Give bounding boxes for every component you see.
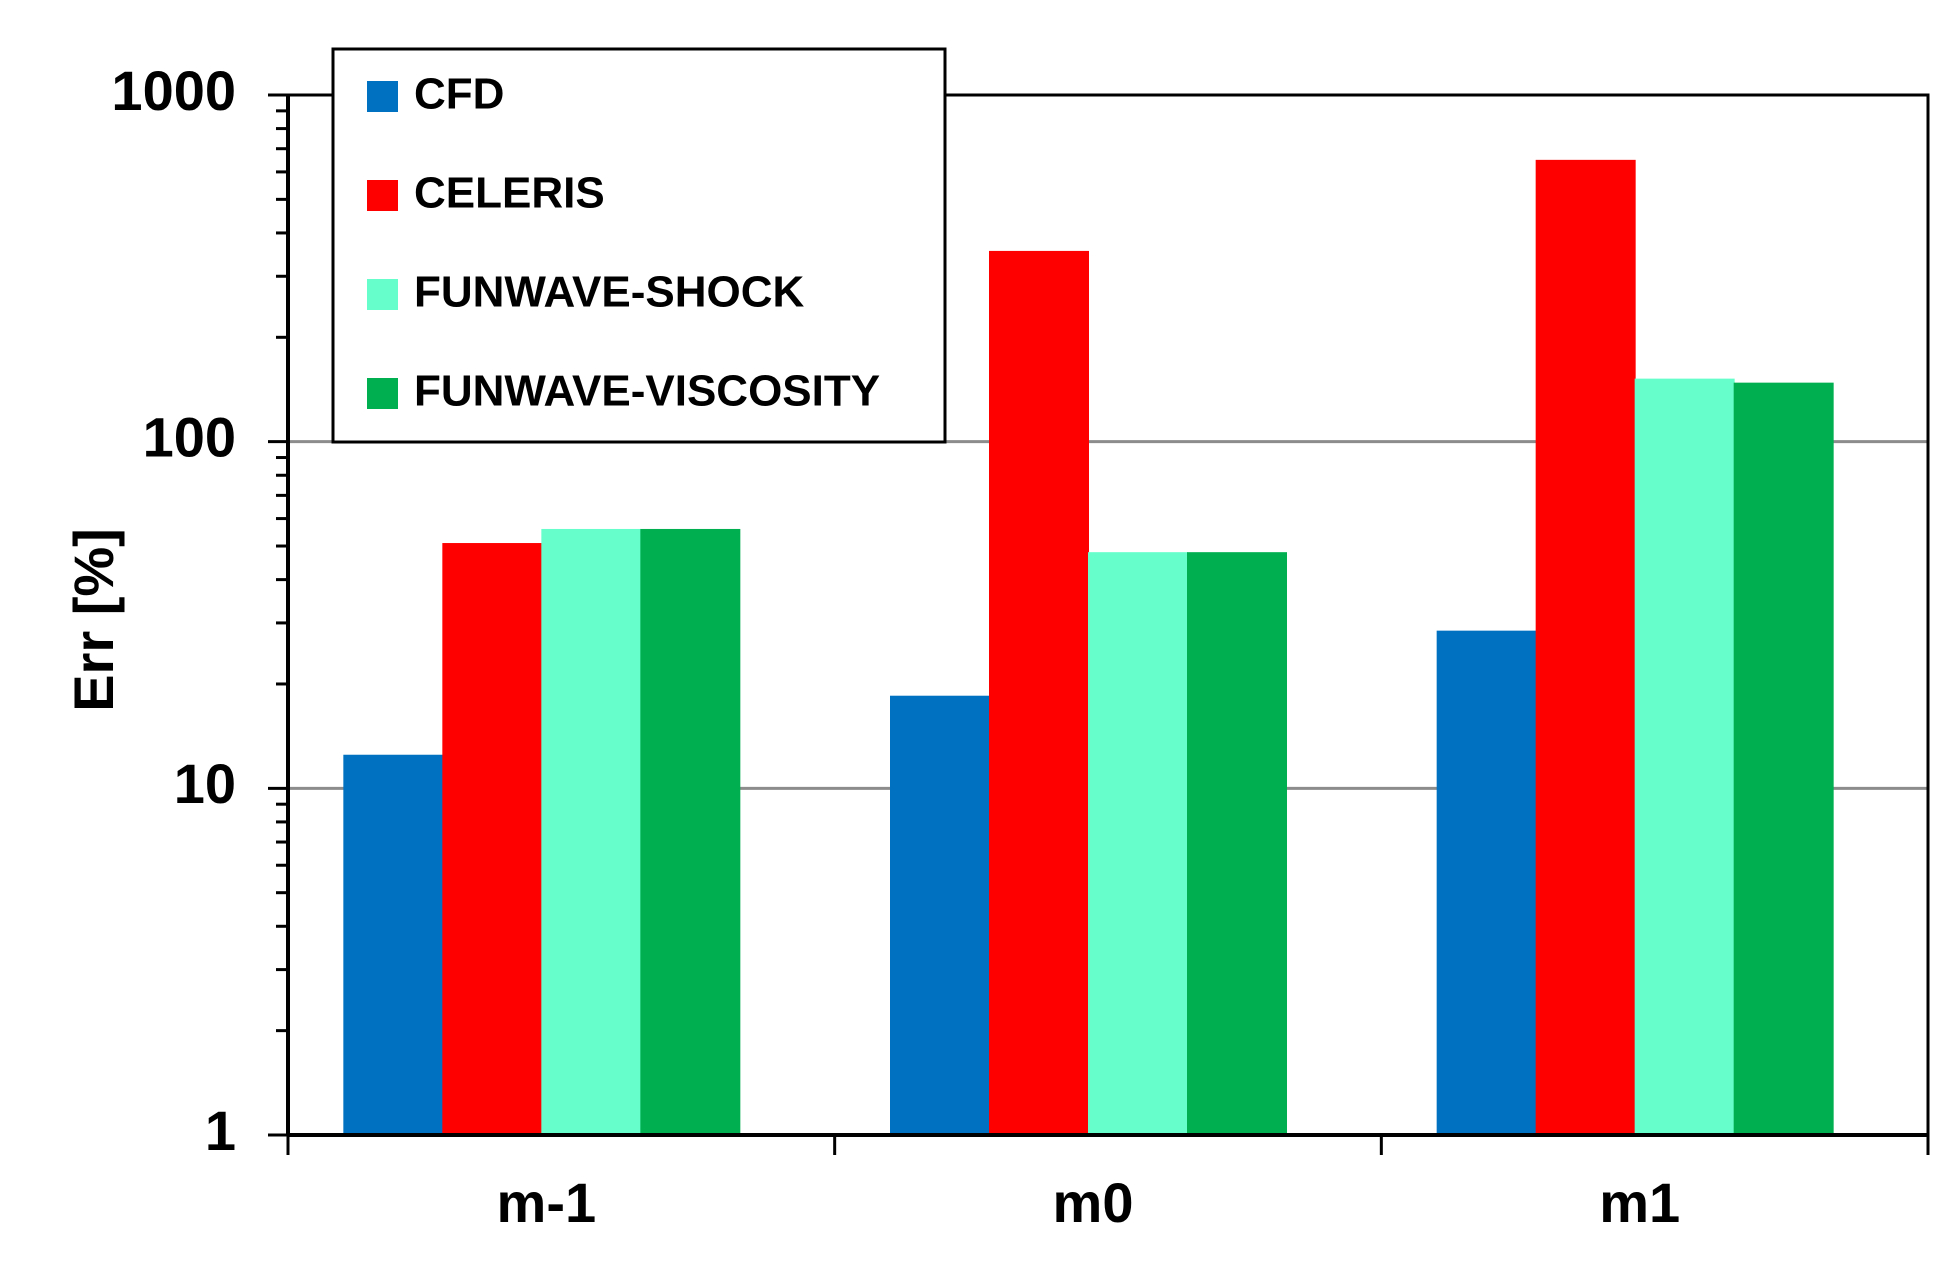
legend-label-cfd: CFD [414,70,504,119]
y-axis-title: Err [%] [62,528,125,712]
plot-frame [286,93,1930,1137]
legend-swatch-funwave-viscosity [367,378,398,409]
legend: CFD CELERIS FUNWAVE-SHOCK FUNWAVE-VISCOSITY [331,47,947,444]
axis-labels: 1 10 100 1000 m-1 m0 m1 [111,59,1680,1234]
bar-funwave-shock-m-1 [541,528,642,1135]
legend-box [331,47,947,444]
legend-swatch-funwave-shock [367,279,398,310]
legend-label-funwave-viscosity: FUNWAVE-VISCOSITY [414,367,880,416]
y-tick-label: 10 [174,752,236,815]
axis-ticks [268,93,1930,1155]
legend-label-celeris: CELERIS [414,169,605,218]
bar-funwave-shock-m1 [1634,378,1735,1135]
bar-cfd-m0 [890,695,990,1135]
bars [343,159,1834,1136]
y-tick-label: 100 [143,405,236,468]
bar-funwave-viscosity-m1 [1733,382,1834,1136]
bar-funwave-viscosity-m-1 [640,528,741,1135]
legend-swatch-celeris [367,180,398,211]
y-tick-label: 1 [205,1099,236,1162]
bar-funwave-shock-m0 [1088,552,1188,1135]
legend-swatch-cfd [367,81,398,112]
bar-celeris-m1 [1535,159,1636,1136]
bar-cfd-m1 [1436,630,1537,1135]
bar-celeris-m0 [989,250,1089,1135]
bar-cfd-m-1 [343,754,444,1135]
x-tick-label: m1 [1599,1171,1680,1234]
legend-label-funwave-shock: FUNWAVE-SHOCK [414,268,805,317]
bar-funwave-viscosity-m0 [1187,552,1287,1135]
y-tick-label: 1000 [111,59,236,122]
bar-celeris-m-1 [442,543,543,1135]
x-tick-label: m0 [1053,1171,1134,1234]
x-tick-label: m-1 [497,1171,597,1234]
